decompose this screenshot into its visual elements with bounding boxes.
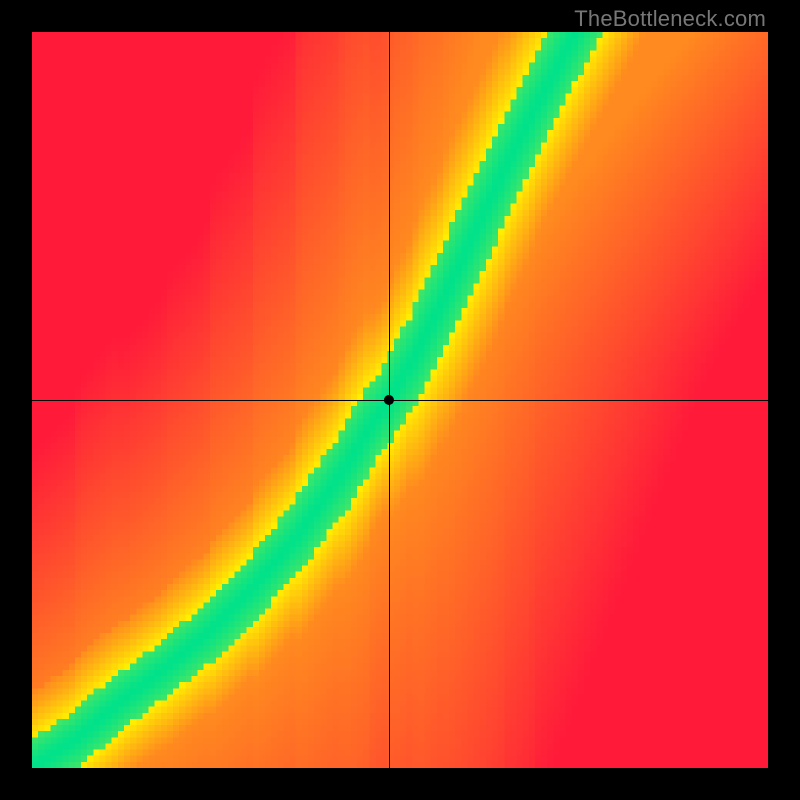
crosshair-overlay <box>32 32 768 768</box>
watermark-text: TheBottleneck.com <box>574 6 766 32</box>
chart-area <box>32 32 768 768</box>
chart-outer-frame: TheBottleneck.com <box>0 0 800 800</box>
